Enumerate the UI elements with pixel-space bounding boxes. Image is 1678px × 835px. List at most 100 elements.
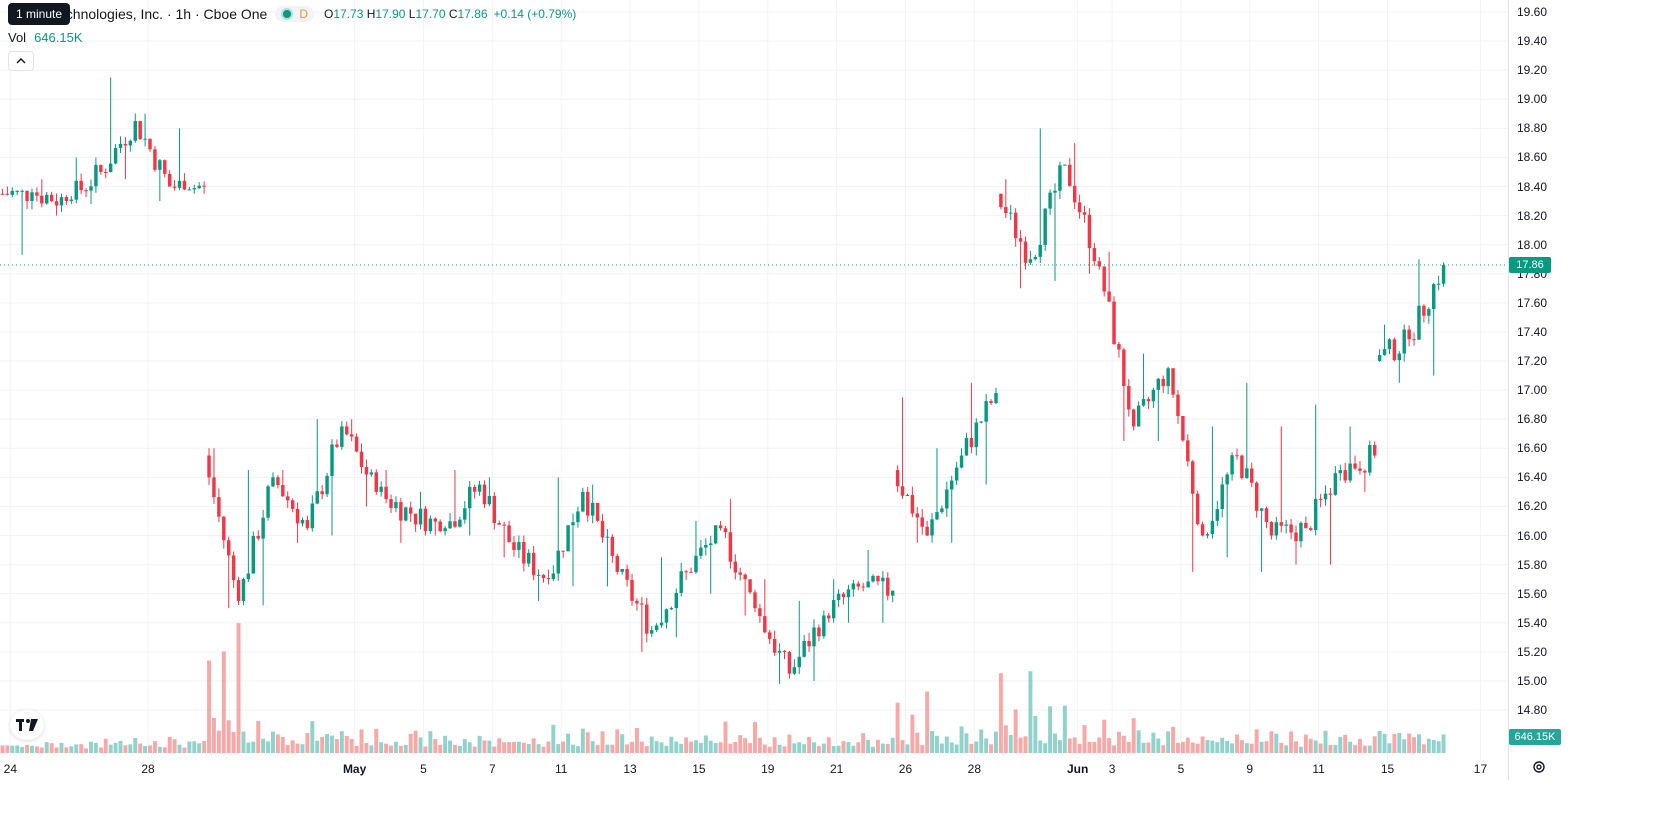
candle-body [763, 616, 767, 633]
symbol-title[interactable]: echnologies, Inc. · 1h · Cboe One [58, 6, 268, 22]
last-volume-tag: 646.15K [1509, 729, 1561, 745]
price-tick-label: 18.80 [1517, 121, 1548, 136]
volume-bar [1431, 740, 1436, 753]
candle-body [197, 185, 201, 189]
candle-body [512, 542, 516, 551]
candle-body [266, 486, 270, 518]
volume-bar [157, 746, 162, 753]
candle-body [79, 180, 83, 191]
candle-body [1013, 212, 1018, 239]
time-tick-label: 11 [555, 762, 568, 776]
chart-area[interactable]: 24 28 May 5 7 11 13 15 19 21 26 28 Jun 3 5 9 11 15 17 [0, 0, 1508, 780]
volume-bar [1205, 740, 1210, 753]
candle-body [433, 518, 438, 522]
volume-bar [280, 737, 285, 753]
candle-body [866, 581, 870, 588]
volume-bar [1121, 735, 1126, 753]
candle-body [1318, 498, 1323, 500]
candle-body [1328, 493, 1333, 495]
price-axis[interactable]: 19.60 19.40 19.20 19.00 18.80 18.60 18.40 18.20… [1508, 0, 1568, 780]
volume-bar [541, 746, 546, 753]
candle-body [861, 586, 865, 588]
candle-body [1412, 339, 1416, 341]
volume-bar [1382, 733, 1387, 753]
volume-bar [497, 738, 502, 753]
price-tick-label: 19.40 [1517, 34, 1548, 49]
candle-body [645, 604, 649, 634]
candle-body [118, 144, 123, 148]
volume-bar [448, 740, 453, 753]
candle-body [1092, 248, 1097, 262]
candle-body [1136, 405, 1141, 427]
volume-bar [1072, 737, 1077, 753]
candle-body [492, 495, 497, 524]
candle-body [408, 507, 413, 514]
candle-body [453, 521, 457, 527]
volume-bar [20, 746, 25, 753]
candle-body [69, 199, 74, 202]
volume-bar [782, 746, 787, 753]
price-tick-label: 17.40 [1517, 324, 1548, 339]
volume-bar [1107, 738, 1112, 753]
candle-body [1210, 520, 1215, 535]
candle-body [1427, 309, 1431, 316]
volume-bar [138, 743, 143, 753]
price-tick-label: 18.60 [1517, 150, 1548, 165]
volume-bar [1284, 745, 1289, 753]
candle-body [30, 192, 34, 201]
volume-bar [575, 746, 580, 753]
volume-bar [1441, 734, 1446, 753]
candle-body [1225, 474, 1229, 485]
volume-bar [880, 743, 885, 753]
price-tick-label: 16.20 [1517, 499, 1548, 514]
candle-body [684, 571, 688, 573]
candle-body [1053, 190, 1057, 193]
volume-bar [521, 742, 526, 753]
volume-bar [733, 741, 738, 753]
candle-body [659, 622, 664, 626]
volume-bar [290, 740, 295, 753]
candle-body [325, 475, 329, 495]
volume-bar [452, 744, 457, 753]
tradingview-logo-icon[interactable] [10, 710, 44, 740]
candle-body [704, 544, 708, 548]
volume-bar [1171, 726, 1176, 753]
candle-body [359, 451, 364, 468]
candle-body [246, 573, 251, 580]
volume-bar [1048, 706, 1053, 753]
candle-body [163, 160, 167, 174]
volume-bar [0, 745, 5, 753]
volume-bar [1038, 740, 1043, 753]
candle-body [522, 541, 526, 564]
time-tick-label: Jun [1067, 762, 1088, 776]
volume-bar [866, 739, 871, 753]
volume-bar [1338, 737, 1343, 753]
volume-bar [580, 728, 585, 753]
volume-bar [231, 731, 236, 753]
volume-bar [703, 735, 708, 753]
volume-bar [885, 743, 890, 753]
market-status-badge[interactable]: D [275, 6, 315, 22]
candle-body [1417, 305, 1421, 340]
volume-bar [472, 746, 477, 753]
chart-settings-gear-icon[interactable] [1530, 758, 1548, 776]
candle-body [713, 525, 718, 544]
volume-bar [118, 741, 123, 753]
volume-bar [644, 746, 649, 753]
volume-bar [1028, 671, 1033, 753]
candle-body [856, 583, 860, 587]
volume-bar [418, 737, 423, 753]
candle-body [172, 186, 177, 188]
candle-body [1156, 378, 1161, 390]
high-label: H [366, 7, 376, 21]
volume-bar [295, 743, 300, 753]
price-tick-label: 17.00 [1517, 383, 1548, 398]
volume-bar [1392, 733, 1397, 753]
candle-body [1407, 329, 1411, 340]
candle-body [1323, 493, 1328, 500]
volume-bar [261, 738, 266, 753]
candle-body [320, 491, 324, 495]
candle-body [1195, 493, 1200, 525]
collapse-legend-button[interactable] [8, 51, 34, 71]
price-chart[interactable]: 24 28 May 5 7 11 13 15 19 21 26 28 Jun 3 5 9 11 15 17 [0, 0, 1508, 780]
